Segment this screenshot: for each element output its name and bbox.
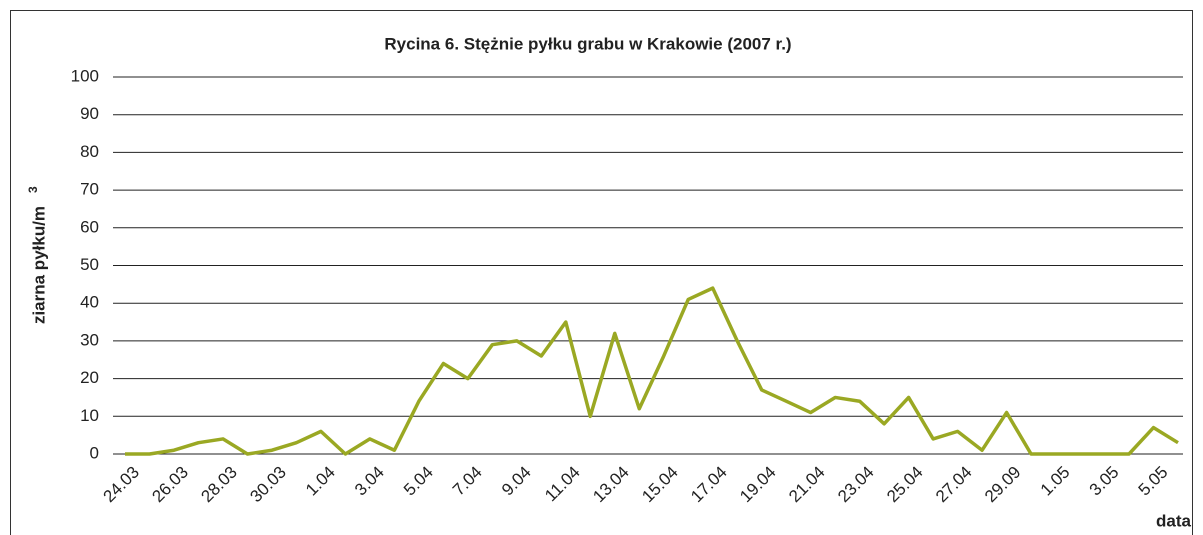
y-axis-title: ziarna pyłku/m 3 bbox=[26, 186, 48, 324]
x-tick-label: 27.04 bbox=[932, 463, 976, 507]
y-tick-label: 20 bbox=[80, 368, 99, 387]
y-tick-label: 70 bbox=[80, 180, 99, 199]
y-tick-label: 100 bbox=[71, 66, 99, 85]
x-tick-label: 21.04 bbox=[785, 463, 829, 507]
x-tick-label: 15.04 bbox=[638, 463, 682, 507]
y-tick-label: 0 bbox=[90, 443, 99, 462]
y-tick-label: 40 bbox=[80, 293, 99, 312]
x-tick-label: 24.03 bbox=[99, 463, 143, 507]
y-tick-label: 50 bbox=[80, 255, 99, 274]
x-tick-label: 17.04 bbox=[687, 463, 731, 507]
y-tick-label: 10 bbox=[80, 406, 99, 425]
x-tick-label: 9.04 bbox=[498, 463, 535, 500]
x-tick-label: 13.04 bbox=[589, 463, 633, 507]
x-tick-label: 11.04 bbox=[541, 463, 584, 506]
y-tick-label: 90 bbox=[80, 104, 99, 123]
frame bbox=[10, 10, 1193, 535]
x-tick-label: 30.03 bbox=[246, 463, 290, 507]
x-tick-label: 7.04 bbox=[449, 463, 486, 500]
y-tick-label: 30 bbox=[80, 330, 99, 349]
y-axis-label: ziarna pyłku/m bbox=[29, 206, 48, 324]
x-tick-label: 25.04 bbox=[883, 463, 927, 507]
x-tick-label: 28.03 bbox=[197, 463, 241, 507]
x-tick-label: 3.05 bbox=[1086, 463, 1123, 500]
x-tick-label: 3.04 bbox=[351, 463, 388, 500]
data-line bbox=[125, 286, 1179, 456]
x-tick-label: 1.05 bbox=[1037, 463, 1074, 500]
x-tick-label: 26.03 bbox=[148, 463, 192, 507]
x-axis-title: data bbox=[1156, 511, 1192, 530]
x-tick-label: 19.04 bbox=[736, 463, 780, 507]
x-tick-label: 23.04 bbox=[834, 463, 878, 507]
x-tick-label: 29.09 bbox=[981, 463, 1025, 507]
y-axis-label-sup: 3 bbox=[26, 186, 40, 193]
x-tick-label: 1.04 bbox=[302, 463, 339, 500]
chart-title: Rycina 6. Stężnie pyłku grabu w Krakowie… bbox=[384, 34, 791, 53]
x-tick-label: 5.04 bbox=[400, 463, 437, 500]
y-tick-label: 80 bbox=[80, 142, 99, 161]
x-tick-label: 5.05 bbox=[1135, 463, 1172, 500]
y-tick-label: 60 bbox=[80, 217, 99, 236]
